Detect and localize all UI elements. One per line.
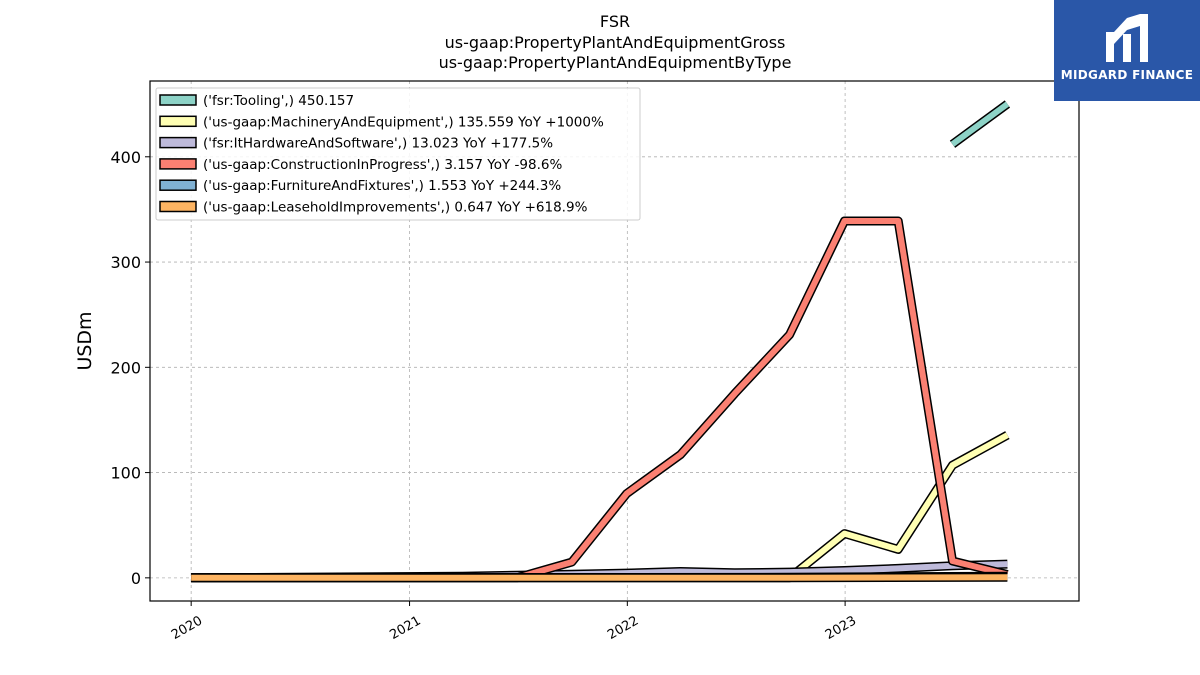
midgard-finance-logo: MIDGARD FINANCE xyxy=(1054,0,1200,101)
y-tick-label: 400 xyxy=(110,148,141,167)
legend-entry: ('us-gaap:ConstructionInProgress',) 3.15… xyxy=(203,157,562,173)
title-line-2: us-gaap:PropertyPlantAndEquipmentGross xyxy=(445,33,786,52)
logo-text: MIDGARD FINANCE xyxy=(1060,68,1194,82)
series-line xyxy=(191,431,1010,583)
y-tick-label: 100 xyxy=(110,464,141,483)
legend-entry: ('us-gaap:LeaseholdImprovements',) 0.647… xyxy=(203,200,588,216)
x-axis: 2020 2021 2022 2023 xyxy=(169,601,859,643)
legend-entry: ('us-gaap:FurnitureAndFixtures',) 1.553 … xyxy=(203,178,561,194)
series-line-fill xyxy=(191,574,1008,581)
x-tick-label: 2020 xyxy=(169,613,205,643)
series-line xyxy=(949,100,1011,148)
legend-swatch xyxy=(159,136,197,149)
x-tick-label: 2023 xyxy=(823,613,859,643)
series-line-outline xyxy=(191,431,1010,583)
y-axis-label: USDm xyxy=(74,311,96,370)
x-tick-label: 2022 xyxy=(605,613,641,643)
y-tick-label: 300 xyxy=(110,253,141,272)
title-line-1: FSR xyxy=(600,12,630,31)
chart-title: FSR us-gaap:PropertyPlantAndEquipmentGro… xyxy=(439,12,792,72)
legend-swatch xyxy=(159,115,197,128)
y-tick-label: 200 xyxy=(110,358,141,377)
x-tick-label: 2021 xyxy=(387,613,423,643)
series-line xyxy=(191,216,1009,583)
legend-frame xyxy=(155,87,641,221)
plot-series xyxy=(191,100,1011,583)
plot-frame xyxy=(149,80,1080,602)
legend-entry: ('fsr:Tooling',) 450.157 xyxy=(203,93,354,109)
legend-swatch xyxy=(159,179,197,191)
legend-entry: ('us-gaap:MachineryAndEquipment',) 135.5… xyxy=(203,114,604,130)
series-line-fill xyxy=(191,432,1009,581)
legend-swatch xyxy=(159,200,197,213)
legend-swatch xyxy=(159,94,197,106)
series-line xyxy=(191,572,1008,583)
legend-swatch xyxy=(159,158,197,170)
legend-entry: ('fsr:ItHardwareAndSoftware',) 13.023 Yo… xyxy=(203,136,553,152)
y-tick-label: 0 xyxy=(131,569,141,588)
series-line-fill xyxy=(191,218,1009,581)
midgard-logo-icon xyxy=(1106,14,1148,62)
legend: ('fsr:Tooling',) 450.157 ('us-gaap:Machin… xyxy=(155,87,641,221)
title-line-3: us-gaap:PropertyPlantAndEquipmentByType xyxy=(439,53,792,72)
series-line-fill xyxy=(950,101,1010,147)
y-axis: 0 100 200 300 400 xyxy=(110,148,150,588)
